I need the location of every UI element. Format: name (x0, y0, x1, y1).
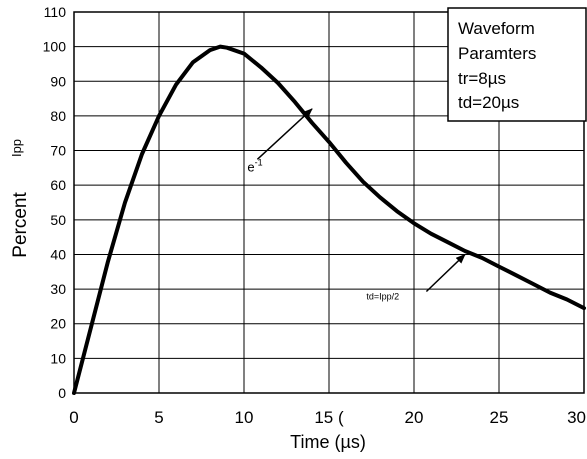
legend-line-1: Waveform (458, 19, 535, 38)
y-tick-label: 20 (50, 316, 66, 332)
y-tick-label: 30 (50, 281, 66, 297)
annotation-arrow (425, 253, 466, 293)
y-axis-label-percent: Percent (10, 192, 31, 258)
y-tick-label: 60 (50, 177, 66, 193)
legend-line-4: td=20µs (458, 93, 519, 112)
x-tick-label: 30 (567, 408, 586, 427)
y-tick-label: 100 (43, 39, 67, 55)
annotation-arrow (256, 108, 313, 160)
x-tick-label: 20 (405, 408, 424, 427)
y-tick-label: 40 (50, 246, 66, 262)
annotations: e-1 td=Ipp/2 (247, 108, 466, 301)
y-tick-labels: 0 10 20 30 40 50 60 70 80 90 100 110 (43, 4, 67, 401)
series-line (72, 44, 586, 395)
x-tick-label: 15 ( (314, 408, 344, 427)
plot-frame (73, 11, 585, 394)
y-axis-label-ipp: Ipp (9, 139, 24, 157)
annotation-label: e-1 (247, 157, 262, 174)
x-tick-label: 5 (154, 408, 163, 427)
y-tick-label: 90 (50, 73, 66, 89)
annotation-label: td=Ipp/2 (366, 291, 399, 301)
legend-box: Waveform Paramters tr=8µs td=20µs (447, 7, 587, 122)
y-tick-label: 10 (50, 350, 66, 366)
legend-line-2: Paramters (458, 44, 536, 63)
y-tick-label: 50 (50, 212, 66, 228)
y-tick-label: 70 (50, 143, 66, 159)
x-axis-label: Time (µs) (290, 432, 366, 452)
x-tick-label: 0 (69, 408, 78, 427)
annotation-superscript: -1 (255, 157, 263, 167)
legend-line-3: tr=8µs (458, 69, 506, 88)
legend-box-frame (447, 7, 587, 122)
y-tick-label: 110 (44, 4, 67, 20)
x-tick-label: 10 (235, 408, 254, 427)
x-tick-label: 25 (490, 408, 509, 427)
y-tick-label: 80 (50, 108, 66, 124)
x-tick-labels: 0 5 10 15 ( 20 25 30 (69, 408, 586, 427)
y-tick-label: 0 (58, 385, 66, 401)
series-layer (72, 44, 586, 395)
